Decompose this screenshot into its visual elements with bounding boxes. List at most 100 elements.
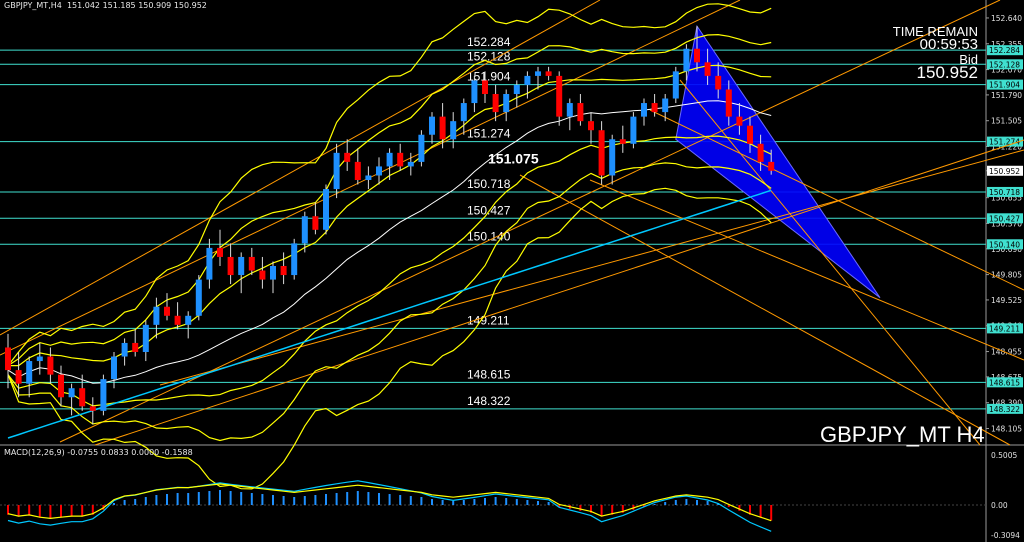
macd-histogram-bar (770, 505, 773, 521)
candle (185, 311, 192, 339)
candle-body (301, 216, 308, 244)
level-tag-text: 151.904 (989, 81, 1020, 90)
candle (344, 139, 351, 171)
macd-histogram-bar (515, 499, 518, 505)
candle (354, 148, 361, 185)
candle (386, 148, 393, 180)
candle-body (619, 139, 626, 144)
candle (142, 320, 149, 362)
candle-body (704, 62, 711, 76)
macd-histogram-bar (494, 497, 497, 505)
level-price-tag: 151.904 (987, 79, 1023, 90)
candle-body (312, 216, 319, 230)
candle (672, 66, 679, 104)
level-label: 148.615 (467, 367, 511, 381)
candle-body (492, 94, 499, 113)
level-price-tag: 152.128 (987, 59, 1023, 70)
macd-histogram-bar (208, 491, 211, 505)
candle-body (354, 161, 361, 180)
candle-body (513, 84, 520, 94)
macd-histogram-bar (70, 505, 73, 517)
macd-histogram-bar (526, 500, 529, 505)
candle-body (630, 116, 637, 144)
candle (248, 247, 255, 276)
candle-body (450, 121, 457, 140)
candle-body (407, 161, 414, 167)
candle (407, 152, 414, 176)
macd-histogram-bar (759, 505, 762, 518)
candle-body (482, 80, 488, 94)
level-label: 151.274 (467, 127, 511, 141)
bollinger-lower (7, 162, 772, 442)
level-label: 150.427 (467, 203, 511, 217)
candle-body (79, 388, 86, 407)
candle-body (174, 315, 181, 325)
candle (100, 374, 107, 416)
candle-body (164, 306, 170, 316)
candle-body (397, 152, 404, 167)
candle-body (535, 71, 541, 76)
candle (662, 94, 669, 122)
macd-histogram-bar (664, 502, 667, 505)
macd-histogram-bar (706, 501, 709, 505)
macd-histogram-bar (134, 499, 137, 505)
y-tick-label: 152.640 (991, 14, 1022, 23)
candle (577, 94, 584, 126)
candle-body (259, 270, 266, 280)
candle (482, 71, 488, 104)
trend-line (679, 79, 981, 446)
candle-body (132, 342, 139, 352)
level-label: 151.904 (467, 70, 511, 84)
macd-histogram-bar (452, 501, 455, 505)
trend-line (589, 179, 1024, 361)
macd-histogram-bar (685, 499, 688, 505)
macd-histogram-bar (674, 500, 677, 505)
candle-body (556, 75, 563, 117)
candle-body (47, 356, 54, 375)
macd-histogram-bar (303, 496, 306, 505)
macd-histogram-bar (356, 491, 359, 505)
candle (651, 94, 658, 117)
candle (715, 62, 722, 99)
level-tag-box (987, 239, 1023, 250)
candle (89, 397, 96, 425)
level-price-tag: 149.211 (987, 323, 1023, 334)
macd-histogram-bar (123, 500, 126, 505)
bid-value: 150.952 (916, 63, 978, 82)
candle (227, 243, 234, 285)
candle (270, 261, 276, 294)
moving-average-long (7, 189, 772, 439)
candle-body (344, 152, 351, 162)
candle (418, 130, 425, 167)
candle-body (725, 89, 732, 117)
macd-histogram-bar (314, 495, 317, 505)
macd-y-tick-label: -0.3094 (991, 531, 1020, 540)
macd-histogram-bar (484, 498, 486, 505)
trend-line (94, 139, 1024, 446)
candle-body (768, 161, 775, 171)
candle (725, 80, 732, 126)
candle (301, 211, 308, 253)
candle-body (280, 266, 287, 276)
candle-body (598, 130, 605, 176)
macd-histogram-bar (367, 492, 370, 505)
level-tag-text: 152.284 (989, 46, 1020, 55)
y-tick-label: 148.955 (991, 348, 1022, 357)
candle (768, 149, 775, 175)
candle-body (683, 48, 690, 72)
candle (217, 229, 223, 266)
macd-histogram-bar (113, 503, 115, 505)
bollinger-upper (7, 3, 772, 366)
candle (164, 293, 170, 321)
macd-histogram-bar (505, 498, 508, 505)
macd-histogram-bar (81, 505, 84, 517)
candle-body (238, 256, 245, 276)
candle-body (248, 256, 255, 271)
macd-histogram-bar (462, 500, 465, 505)
candle-body (588, 121, 594, 131)
level-tag-box (987, 377, 1023, 388)
candle (26, 356, 33, 398)
candle-body (715, 75, 722, 90)
